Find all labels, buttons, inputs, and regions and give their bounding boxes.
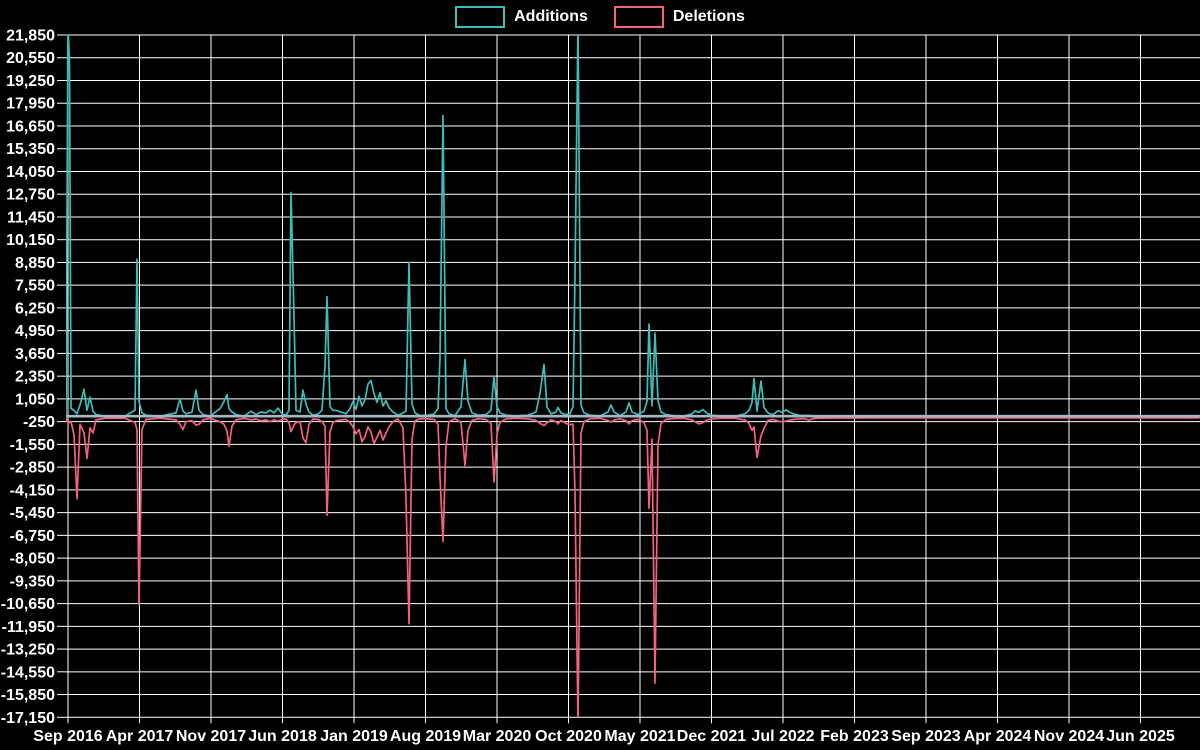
x-axis-label: Apr 2017: [106, 728, 174, 745]
x-axis-label: Mar 2020: [463, 728, 532, 745]
x-axis-label: Nov 2017: [176, 728, 246, 745]
y-axis-label: -4,150: [10, 482, 55, 499]
y-axis-label: -1,550: [10, 437, 55, 454]
x-axis-label: Sep 2023: [891, 728, 960, 745]
y-axis-label: -11,950: [2, 619, 55, 636]
y-axis-label: 4,950: [15, 323, 55, 340]
y-axis-label: 15,350: [6, 141, 55, 158]
x-axis-label: Jun 2025: [1106, 728, 1175, 745]
y-axis-label: 3,650: [15, 346, 55, 363]
x-axis-label: Jul 2022: [751, 728, 814, 745]
y-axis-label: 6,250: [15, 300, 55, 317]
y-axis-label: 21,850: [6, 28, 55, 45]
y-axis-label: -250: [23, 414, 55, 431]
y-axis-label: 12,750: [6, 187, 55, 204]
y-axis-label: -5,450: [10, 505, 55, 522]
y-axis-label: -8,050: [10, 551, 55, 568]
y-axis-label: 7,550: [15, 278, 55, 295]
y-axis-label: 2,350: [15, 369, 55, 386]
y-axis-label: -9,350: [10, 573, 55, 590]
y-axis-label: -6,750: [10, 528, 55, 545]
legend-label-deletions: Deletions: [672, 8, 745, 25]
y-axis-label: 10,150: [6, 232, 55, 249]
legend-item-additions[interactable]: Additions: [455, 6, 588, 28]
x-axis-label: Feb 2023: [820, 728, 889, 745]
x-axis-label: May 2021: [604, 728, 675, 745]
legend-item-deletions[interactable]: Deletions: [613, 6, 745, 28]
x-axis-label: Apr 2024: [964, 728, 1032, 745]
deletions-swatch-icon: [613, 6, 664, 28]
y-axis-label: 17,950: [6, 96, 55, 113]
series-line-deletions: [66, 417, 1200, 718]
x-axis-label: Oct 2020: [535, 728, 602, 745]
x-axis-label: Jan 2019: [320, 728, 388, 745]
y-axis-label: -10,650: [1, 596, 55, 613]
y-axis-label: -15,850: [1, 687, 55, 704]
y-axis-label: 1,050: [15, 391, 55, 408]
y-axis-label: -2,850: [10, 460, 55, 477]
y-axis-label: 19,250: [6, 73, 55, 90]
grid-lines: [57, 34, 1200, 724]
x-axis-label: Nov 2024: [1034, 728, 1104, 745]
y-axis-label: 14,050: [6, 164, 55, 181]
y-axis-label: -17,150: [1, 710, 55, 727]
y-axis-label: -13,250: [1, 642, 55, 659]
x-axis-label: Aug 2019: [390, 728, 461, 745]
y-axis-label: 11,450: [7, 209, 55, 226]
x-axis-label: Sep 2016: [33, 728, 102, 745]
additions-swatch-icon: [455, 6, 506, 28]
legend-label-additions: Additions: [514, 8, 588, 25]
y-axis-label: 16,650: [6, 118, 55, 135]
y-axis-label: 8,850: [15, 255, 55, 272]
x-axis-label: Jun 2018: [248, 728, 317, 745]
chart-legend: Additions Deletions: [0, 6, 1200, 28]
y-axis-label: -14,550: [1, 664, 55, 681]
series-line-additions: [66, 35, 1200, 418]
x-axis-label: Dec 2021: [677, 728, 746, 745]
y-axis-label: 20,550: [6, 50, 55, 67]
